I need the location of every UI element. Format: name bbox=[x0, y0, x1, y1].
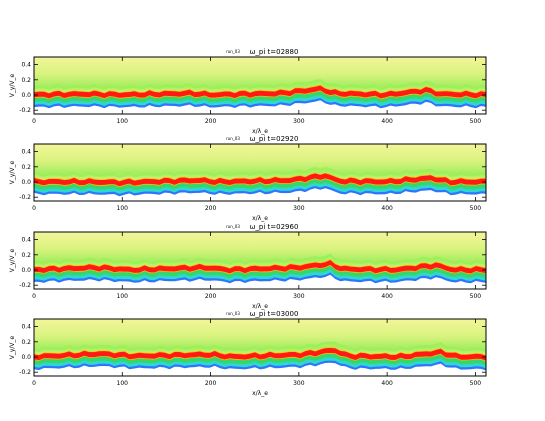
plot-frame bbox=[33, 318, 487, 377]
x-tick-label: 0 bbox=[32, 380, 36, 387]
upper-green-band bbox=[34, 79, 486, 91]
x-axis-label: x/λ_e bbox=[252, 390, 268, 397]
y-tick-label: -0.2 bbox=[19, 369, 31, 376]
blue-edge-band bbox=[34, 183, 486, 197]
panel-title: ω_pi t=02960 bbox=[250, 223, 299, 231]
x-tick-label: 500 bbox=[470, 293, 482, 300]
panel-run-label: run_03 bbox=[226, 49, 240, 54]
panel-run-label: run_03 bbox=[226, 136, 240, 141]
x-tick-label: 100 bbox=[117, 293, 129, 300]
y-tick-label: 0.2 bbox=[21, 252, 31, 259]
y-tick-label: 0.2 bbox=[21, 77, 31, 84]
y-tick-label: 0.4 bbox=[21, 62, 31, 69]
x-tick-label: 500 bbox=[470, 118, 482, 125]
green-under-band bbox=[34, 265, 486, 278]
plot-frame bbox=[33, 56, 487, 115]
x-tick-label: 400 bbox=[381, 380, 393, 387]
panel-1: 0 100 200 300 400 500 -0.2 0.0 0.2 0.4 run_03 ω_pi … bbox=[9, 48, 487, 135]
green-under-band bbox=[34, 353, 486, 366]
y-tick-label: 0.0 bbox=[21, 354, 31, 361]
x-axis-label: x/λ_e bbox=[252, 215, 268, 222]
x-tick-label: 0 bbox=[32, 118, 36, 125]
panel-title: ω_pi t=03000 bbox=[250, 310, 299, 318]
y-tick-label: 0.0 bbox=[21, 179, 31, 186]
upper-green-band bbox=[34, 253, 486, 266]
x-tick-label: 300 bbox=[293, 118, 305, 125]
y-tick-label: -0.2 bbox=[19, 282, 31, 289]
x-tick-label: 400 bbox=[381, 205, 393, 212]
blue-edge-band bbox=[34, 270, 486, 284]
panel-run-label: run_03 bbox=[226, 224, 240, 229]
x-tick-label: 200 bbox=[205, 293, 217, 300]
x-tick-label: 200 bbox=[205, 380, 217, 387]
y-tick-label: 0.2 bbox=[21, 164, 31, 171]
y-tick-label: 0.4 bbox=[21, 149, 31, 156]
y-axis-label: V_y/V_e bbox=[9, 160, 16, 184]
x-tick-label: 400 bbox=[381, 118, 393, 125]
y-tick-label: 0.0 bbox=[21, 92, 31, 99]
x-tick-label: 200 bbox=[205, 118, 217, 125]
y-axis-label: V_y/V_e bbox=[9, 73, 16, 97]
ridge-band bbox=[34, 348, 486, 361]
ridge-band bbox=[34, 85, 486, 99]
ridge-band bbox=[34, 260, 486, 274]
x-tick-label: 100 bbox=[117, 205, 129, 212]
x-tick-label: 300 bbox=[293, 380, 305, 387]
x-tick-label: 300 bbox=[293, 293, 305, 300]
x-axis-label: x/λ_e bbox=[252, 303, 268, 310]
green-under-band bbox=[34, 90, 486, 103]
panel-title: ω_pi t=02920 bbox=[250, 135, 299, 143]
panel-run-label: run_03 bbox=[226, 311, 240, 316]
plot-frame bbox=[33, 231, 487, 290]
panel-2: 0 100 200 300 400 500 -0.2 0.0 0.2 0.4 run_03 ω_pi … bbox=[9, 135, 487, 222]
upper-green-band bbox=[34, 167, 486, 178]
x-axis-label: x/λ_e bbox=[252, 128, 268, 135]
y-axis-label: V_y/V_e bbox=[9, 248, 16, 272]
panel-4: 0 100 200 300 400 500 -0.2 0.0 0.2 0.4 run_03 ω_pi … bbox=[9, 310, 487, 397]
y-tick-label: 0.4 bbox=[21, 237, 31, 244]
x-tick-label: 500 bbox=[470, 380, 482, 387]
cyan-band bbox=[34, 181, 486, 194]
blue-edge-band bbox=[34, 358, 486, 371]
ridge-band bbox=[34, 173, 486, 187]
x-tick-label: 0 bbox=[32, 293, 36, 300]
x-tick-label: 500 bbox=[470, 205, 482, 212]
cyan-band bbox=[34, 356, 486, 369]
y-axis-label: V_y/V_e bbox=[9, 335, 16, 359]
upper-green-band bbox=[34, 341, 486, 353]
panel-title: ω_pi t=02880 bbox=[250, 48, 299, 56]
y-tick-label: 0.0 bbox=[21, 267, 31, 274]
y-tick-label: 0.2 bbox=[21, 339, 31, 346]
x-tick-label: 100 bbox=[117, 380, 129, 387]
x-tick-label: 200 bbox=[205, 205, 217, 212]
panel-3: 0 100 200 300 400 500 -0.2 0.0 0.2 0.4 run_03 ω_pi … bbox=[9, 223, 487, 310]
x-tick-label: 0 bbox=[32, 205, 36, 212]
y-tick-label: -0.2 bbox=[19, 194, 31, 201]
plot-frame bbox=[33, 143, 487, 202]
x-tick-label: 300 bbox=[293, 205, 305, 212]
y-tick-label: -0.2 bbox=[19, 107, 31, 114]
green-under-band bbox=[34, 178, 486, 191]
y-tick-label: 0.4 bbox=[21, 324, 31, 331]
x-tick-label: 100 bbox=[117, 118, 129, 125]
x-tick-label: 400 bbox=[381, 293, 393, 300]
